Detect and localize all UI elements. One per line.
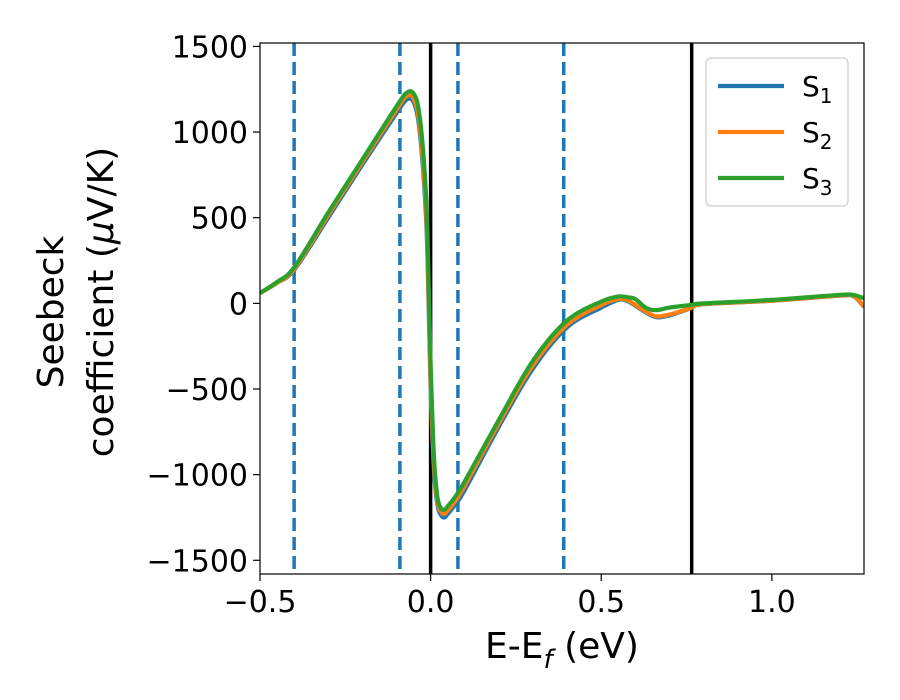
y-tick-label: 1000 — [172, 116, 248, 151]
y-tick-label: −1500 — [147, 544, 248, 579]
legend-label-S3: S3 — [802, 162, 833, 200]
x-tick-label: 0.0 — [407, 585, 455, 620]
y-tick-label: −1000 — [147, 459, 248, 494]
y-axis-label-line1: Seebeck — [31, 235, 72, 388]
y-axis-ticks: 1500 1000 500 0 −500 −1000 −1500 — [147, 30, 260, 579]
series-line-S3 — [260, 89, 864, 513]
reference-lines — [292, 43, 694, 574]
x-tick-label: 1.0 — [748, 585, 796, 620]
x-axis-ticks: −0.5 0.0 0.5 1.0 — [224, 574, 796, 620]
legend-label-S1: S1 — [802, 70, 833, 108]
series-lines — [260, 89, 864, 520]
y-tick-label: 1500 — [172, 30, 248, 65]
y-tick-label: −500 — [166, 373, 248, 408]
x-axis-label: E-Ef (eV) — [485, 626, 639, 675]
y-tick-label: 0 — [229, 287, 248, 322]
legend-label-S2: S2 — [802, 116, 833, 154]
x-tick-label: 0.5 — [577, 585, 625, 620]
y-tick-label: 500 — [191, 202, 248, 237]
plot-frame — [259, 42, 865, 575]
y-axis-label-line2: coefficient (μV/K) — [81, 147, 122, 457]
legend: S1 S2 S3 — [705, 57, 849, 207]
x-tick-label: −0.5 — [224, 585, 297, 620]
